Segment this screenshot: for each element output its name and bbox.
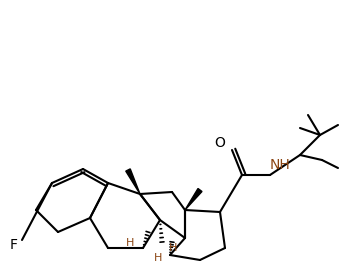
Text: O: O (215, 136, 225, 150)
Text: NH: NH (269, 158, 290, 172)
Polygon shape (185, 189, 202, 210)
Text: H: H (126, 238, 134, 248)
Text: F: F (10, 238, 18, 252)
Text: H: H (154, 253, 162, 263)
Polygon shape (126, 169, 140, 194)
Text: H: H (169, 243, 177, 253)
